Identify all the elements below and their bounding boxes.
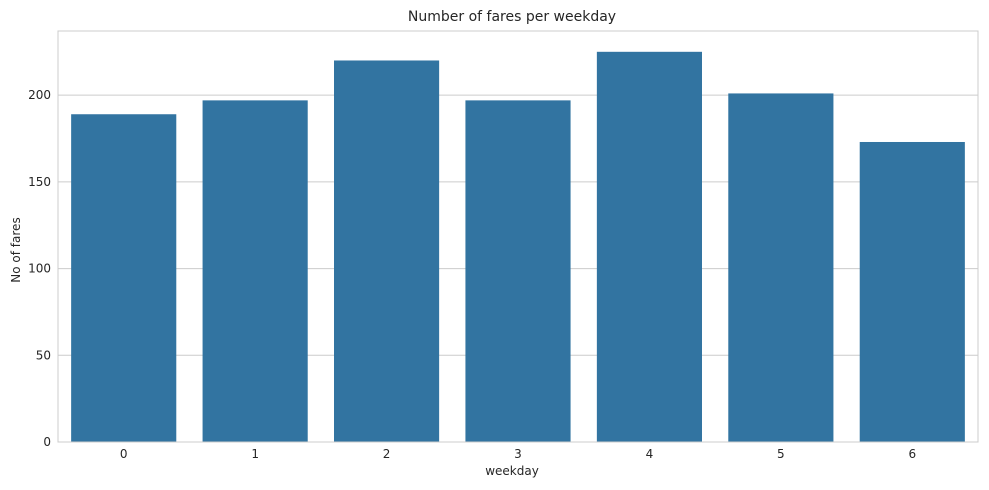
- bar-weekday-0: [71, 114, 177, 442]
- y-tick-label: 50: [36, 348, 51, 362]
- y-tick-label: 200: [28, 88, 51, 102]
- x-tick-label: 6: [908, 447, 916, 461]
- y-tick-labels: 0 50 100 150 200: [28, 88, 51, 449]
- bar-weekday-2: [334, 60, 440, 442]
- x-tick-labels: 0 1 2 3 4 5 6: [120, 447, 916, 461]
- x-tick-label: 4: [646, 447, 654, 461]
- x-tick-label: 5: [777, 447, 785, 461]
- chart-title: Number of fares per weekday: [408, 9, 616, 25]
- x-tick-label: 1: [251, 447, 259, 461]
- x-tick-label: 0: [120, 447, 128, 461]
- x-tick-label: 3: [514, 447, 522, 461]
- bar-weekday-1: [202, 100, 308, 442]
- y-tick-label: 150: [28, 175, 51, 189]
- bar-weekday-6: [859, 141, 965, 442]
- bars: [71, 51, 965, 443]
- x-axis-label: weekday: [485, 464, 539, 478]
- y-tick-label: 100: [28, 262, 51, 276]
- bar-weekday-5: [728, 93, 834, 442]
- y-tick-label: 0: [43, 435, 51, 449]
- bar-weekday-4: [596, 51, 702, 443]
- plot-frame: [57, 30, 979, 443]
- x-tick-label: 2: [383, 447, 391, 461]
- bar-weekday-3: [465, 100, 571, 442]
- y-axis-label: No of fares: [9, 217, 23, 282]
